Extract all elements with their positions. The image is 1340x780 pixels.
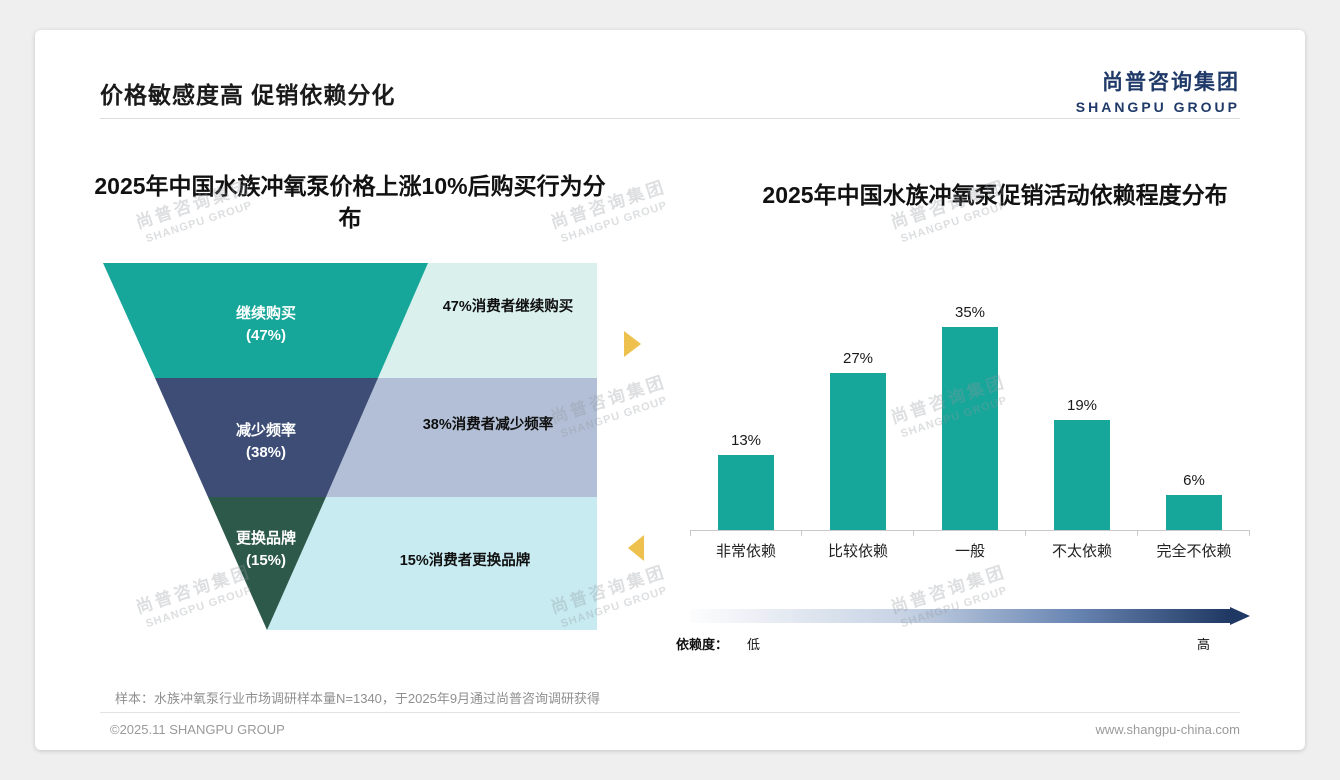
- dependence-scale-high: 高: [1197, 637, 1211, 652]
- footer-website-link[interactable]: www.shangpu-china.com: [1095, 722, 1240, 737]
- funnel-chart: 继续购买 (47%) 减少频率 (38%) 更换品牌 (15%) 47%消费者继…: [103, 263, 603, 631]
- bar: [942, 327, 998, 530]
- bar-column: 19%: [1026, 397, 1138, 530]
- funnel-band-1-text: 47%消费者继续购买: [443, 297, 574, 315]
- funnel-segment-1-pct: (47%): [246, 327, 286, 344]
- funnel-band-3: [267, 497, 597, 630]
- slide-card: 价格敏感度高 促销依赖分化 尚普咨询集团 SHANGPU GROUP 2025年…: [35, 30, 1305, 750]
- right-arrow-icon: [624, 331, 641, 357]
- bar: [830, 373, 886, 530]
- footer-copyright: ©2025.11 SHANGPU GROUP: [110, 722, 285, 737]
- bar: [718, 455, 774, 530]
- bar-chart-plot-area: 13% 27% 35% 19% 6%: [690, 298, 1250, 531]
- funnel-segment-3-pct: (15%): [246, 552, 286, 569]
- funnel-segment-2: [155, 378, 378, 497]
- funnel-segment-2-pct: (38%): [246, 444, 286, 461]
- funnel-chart-title-line2: 布: [338, 205, 362, 231]
- dependence-scale-label: 依赖度：: [676, 637, 729, 652]
- funnel-segment-1-label: 继续购买: [236, 304, 296, 322]
- logo-text-cn: 尚普咨询集团: [1102, 71, 1240, 94]
- dependence-gradient-arrow: [690, 607, 1252, 625]
- funnel-segment-3-label: 更换品牌: [236, 529, 296, 547]
- funnel-chart-title-line1: 2025年中国水族冲氧泵价格上涨10%后购买行为分: [94, 173, 606, 199]
- title-divider: [100, 118, 1240, 119]
- company-logo: 尚普咨询集团 SHANGPU GROUP: [1076, 66, 1240, 115]
- logo-text-en: SHANGPU GROUP: [1075, 99, 1240, 115]
- bar-category-label: 非常依赖: [690, 531, 802, 561]
- funnel-segment-3: [208, 497, 326, 630]
- bar-category-label: 完全不依赖: [1138, 531, 1250, 561]
- gradient-arrow-head-icon: [1230, 607, 1250, 625]
- left-arrow-icon: [628, 535, 644, 561]
- bar-column: 35%: [914, 304, 1026, 530]
- bar-value-label: 27%: [842, 350, 874, 367]
- funnel-band-2: [326, 378, 597, 497]
- page-title: 价格敏感度高 促销依赖分化: [100, 82, 396, 108]
- dependence-scale-low: 低: [747, 637, 761, 652]
- footer-divider: [100, 712, 1240, 713]
- bar-column: 27%: [802, 350, 914, 530]
- bar-category-label: 一般: [914, 531, 1026, 561]
- bar: [1054, 420, 1110, 530]
- funnel-band-1: [378, 263, 597, 378]
- bar-chart: 13% 27% 35% 19% 6% 非常依赖 比较依赖 一般 不太依赖 完全不依赖: [690, 298, 1250, 561]
- funnel-segment-1: [103, 263, 428, 378]
- bar-category-label: 比较依赖: [802, 531, 914, 561]
- bar: [1166, 495, 1222, 530]
- bar-chart-axis-labels: 非常依赖 比较依赖 一般 不太依赖 完全不依赖: [690, 531, 1250, 561]
- funnel-chart-title: 2025年中国水族冲氧泵价格上涨10%后购买行为分 布: [50, 170, 650, 234]
- bar-category-label: 不太依赖: [1026, 531, 1138, 561]
- bar-value-label: 35%: [954, 304, 986, 321]
- bar-column: 6%: [1138, 472, 1250, 530]
- funnel-band-3-text: 15%消费者更换品牌: [400, 551, 531, 569]
- sample-footnote: 样本：水族冲氧泵行业市场调研样本量N=1340，于2025年9月通过尚普咨询调研…: [115, 691, 601, 706]
- gradient-arrow-body: [690, 609, 1230, 623]
- bar-chart-title: 2025年中国水族冲氧泵促销活动依赖程度分布: [762, 182, 1228, 208]
- funnel-band-2-text: 38%消费者减少频率: [423, 415, 554, 433]
- bar-value-label: 19%: [1066, 397, 1098, 414]
- bar-value-label: 6%: [1183, 472, 1205, 489]
- bar-value-label: 13%: [730, 432, 762, 449]
- bar-column: 13%: [690, 432, 802, 530]
- funnel-segment-2-label: 减少频率: [236, 421, 296, 439]
